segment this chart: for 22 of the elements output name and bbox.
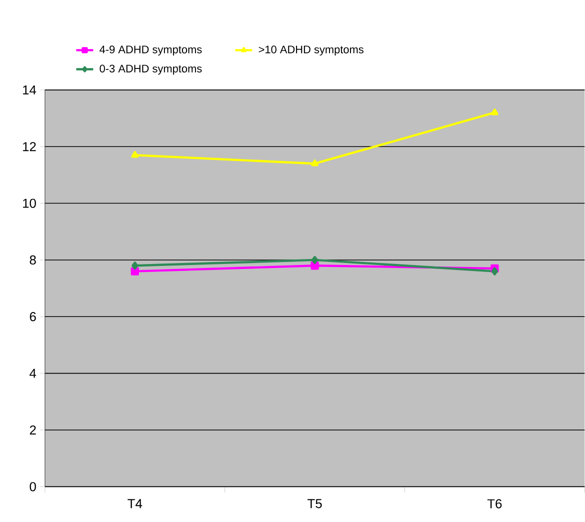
x-tick-label: T4 (128, 499, 142, 508)
point (311, 160, 318, 166)
y-tick-label: 4 (30, 369, 36, 378)
point (130, 267, 139, 276)
x-tick-label: T6 (487, 499, 502, 509)
point (310, 262, 319, 270)
y-tick-label: 12 (23, 142, 36, 152)
legend-label: 0-3 ADHD symptoms (100, 64, 202, 75)
legend-label: >10 ADHD symptoms (258, 46, 364, 56)
y-tick-label: 0 (30, 482, 36, 492)
y-tick-label: 10 (23, 198, 36, 208)
point (311, 256, 318, 264)
x-tick-label: T5 (308, 499, 322, 508)
y-tick-label: 2 (30, 426, 36, 435)
point (490, 108, 498, 116)
y-tick-label: 6 (30, 312, 36, 322)
point (131, 151, 139, 158)
y-tick-label: 14 (23, 86, 36, 95)
legend-label: 4-9 ADHD symptoms (100, 46, 202, 56)
point (491, 267, 498, 276)
point (132, 262, 138, 270)
y-tick-label: 8 (30, 256, 36, 265)
